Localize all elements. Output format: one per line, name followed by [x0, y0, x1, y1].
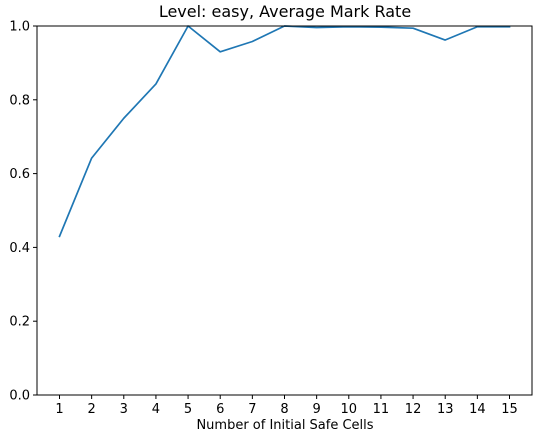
x-tick-label: 11	[373, 402, 390, 417]
x-axis-ticks: 1 2 3 4 5 6 7 8 9 10 11 12 13 14 15	[55, 395, 518, 417]
chart-title: Level: easy, Average Mark Rate	[159, 2, 411, 21]
x-tick-label: 10	[341, 402, 358, 417]
x-tick-label: 13	[437, 402, 454, 417]
y-tick-label: 0.2	[9, 315, 30, 330]
series-line-0	[58, 25, 511, 238]
y-tick-label: 0.4	[9, 241, 30, 256]
x-tick-label: 3	[120, 402, 128, 417]
y-tick-label: 0.8	[9, 93, 30, 108]
x-tick-label: 5	[184, 402, 192, 417]
x-tick-label: 15	[501, 402, 518, 417]
x-tick-label: 14	[469, 402, 486, 417]
x-tick-label: 12	[405, 402, 422, 417]
x-tick-label: 4	[152, 402, 160, 417]
plot-frame	[36, 25, 533, 396]
y-tick-label: 0.6	[9, 167, 30, 182]
plot-area	[58, 25, 511, 238]
x-tick-label: 7	[248, 402, 256, 417]
y-axis-ticks: 0.0 0.2 0.4 0.6 0.8 1.0	[9, 20, 37, 404]
x-axis-label: Number of Initial Safe Cells	[196, 418, 373, 433]
y-tick-label: 0.0	[9, 389, 30, 404]
y-tick-label: 1.0	[9, 20, 30, 35]
x-tick-label: 2	[88, 402, 96, 417]
x-tick-label: 8	[280, 402, 288, 417]
x-tick-label: 9	[313, 402, 321, 417]
x-tick-label: 1	[55, 402, 63, 417]
x-tick-label: 6	[216, 402, 224, 417]
